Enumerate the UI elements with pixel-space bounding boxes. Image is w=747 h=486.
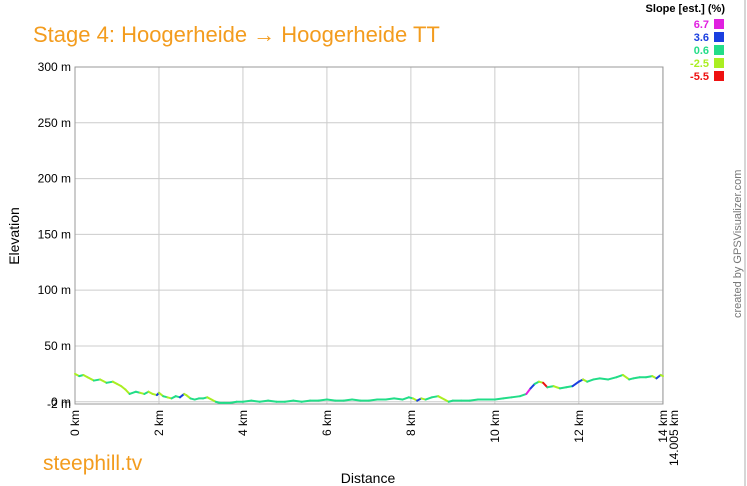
profile-segment — [571, 380, 580, 388]
profile-segment — [367, 398, 379, 402]
x-tick-label: 2 km — [152, 410, 166, 436]
legend-swatch — [714, 58, 724, 68]
profile-segment — [86, 376, 95, 382]
profile-segment — [283, 399, 295, 403]
profile-segment — [621, 373, 631, 381]
elevation-profile — [74, 372, 664, 404]
y-tick-label: 50 m — [44, 339, 71, 353]
profile-segment — [592, 377, 601, 381]
profile-segment — [241, 399, 253, 403]
profile-segment — [325, 398, 337, 402]
legend-label: -2.5 — [690, 58, 709, 70]
x-tick-label: 14.005 km — [667, 410, 681, 466]
profile-segment — [437, 395, 446, 401]
x-tick-label: 4 km — [236, 410, 250, 436]
profile-segment — [250, 399, 261, 403]
legend-label: 0.6 — [694, 45, 709, 57]
profile-segment — [552, 385, 561, 390]
profile-segment — [384, 397, 396, 401]
profile-segment — [92, 378, 102, 382]
profile-segment — [300, 399, 312, 403]
profile-segment — [607, 376, 618, 381]
y-tick-label: 200 m — [38, 172, 71, 186]
profile-segment — [317, 398, 328, 402]
page-title: Stage 4: Hoogerheide → Hoogerheide TT — [33, 22, 440, 47]
grid-lines — [75, 67, 664, 404]
profile-segment — [401, 396, 410, 401]
profile-segment — [258, 399, 270, 403]
x-tick-label: 14 km — [656, 410, 670, 443]
profile-segment — [598, 377, 610, 381]
legend-label: -5.5 — [690, 71, 709, 83]
profile-segment — [525, 387, 532, 395]
y-axis-ticks: -2 m0 m 50 m 100 m 150 m 200 m 250 m 300 m — [38, 60, 71, 411]
legend-swatch — [714, 71, 724, 81]
profile-segment — [542, 381, 549, 389]
y-tick-label: 150 m — [38, 227, 71, 241]
profile-segment — [546, 385, 555, 389]
legend-swatch — [714, 45, 724, 55]
y-tick-label: -2 m — [47, 397, 71, 411]
y-tick-label: 100 m — [38, 283, 71, 297]
x-axis-ticks: 0 km 2 km 4 km 6 km 8 km 10 km 12 km 14 km14.00… — [68, 410, 681, 466]
x-tick-label: 0 km — [68, 410, 82, 436]
x-tick-label: 12 km — [572, 410, 586, 443]
y-tick-label: 0 m — [51, 395, 71, 409]
y-tick-label: 250 m — [38, 116, 71, 130]
profile-segment — [267, 399, 278, 403]
profile-segment — [128, 390, 137, 395]
profile-segment — [615, 373, 624, 379]
legend-swatch — [714, 32, 724, 42]
profile-segment — [586, 378, 595, 383]
profile-segment — [659, 373, 664, 378]
profile-segment — [510, 395, 522, 399]
profile-segment — [424, 396, 433, 401]
y-axis-title: Elevation — [6, 207, 22, 265]
profile-segment — [468, 398, 480, 402]
legend-label: 6.7 — [694, 19, 709, 31]
site-credit[interactable]: steephill.tv — [43, 452, 143, 475]
legend-title: Slope [est.] (%) — [646, 3, 726, 15]
x-tick-label: 8 km — [404, 410, 418, 436]
plot-frame — [74, 66, 664, 405]
slope-legend: Slope [est.] (%) 6.73.60.6-2.5-5.5 — [646, 3, 726, 83]
legend-label: 3.6 — [694, 32, 709, 44]
profile-segment — [124, 388, 131, 395]
x-tick-label: 10 km — [488, 410, 502, 443]
profile-segment — [105, 380, 114, 384]
profile-segment — [342, 398, 354, 402]
profile-segment — [519, 392, 528, 398]
profile-segment — [351, 398, 362, 402]
profile-segment — [644, 375, 654, 379]
profile-segment — [632, 376, 641, 380]
profile-segment — [502, 396, 513, 400]
x-tick-label: 6 km — [320, 410, 334, 436]
y-tick-label: 300 m — [38, 60, 71, 74]
x-axis-title: Distance — [341, 470, 396, 486]
profile-segment — [558, 386, 568, 390]
profile-segment — [229, 400, 238, 404]
profile-segment — [99, 378, 108, 384]
legend-swatch — [714, 19, 724, 29]
profile-segment — [430, 395, 440, 399]
profile-segment — [565, 385, 574, 389]
profile-segment — [529, 382, 536, 390]
right-border — [744, 0, 746, 486]
profile-segment — [493, 397, 505, 401]
profile-segment — [393, 397, 404, 401]
profile-segment — [292, 399, 303, 403]
